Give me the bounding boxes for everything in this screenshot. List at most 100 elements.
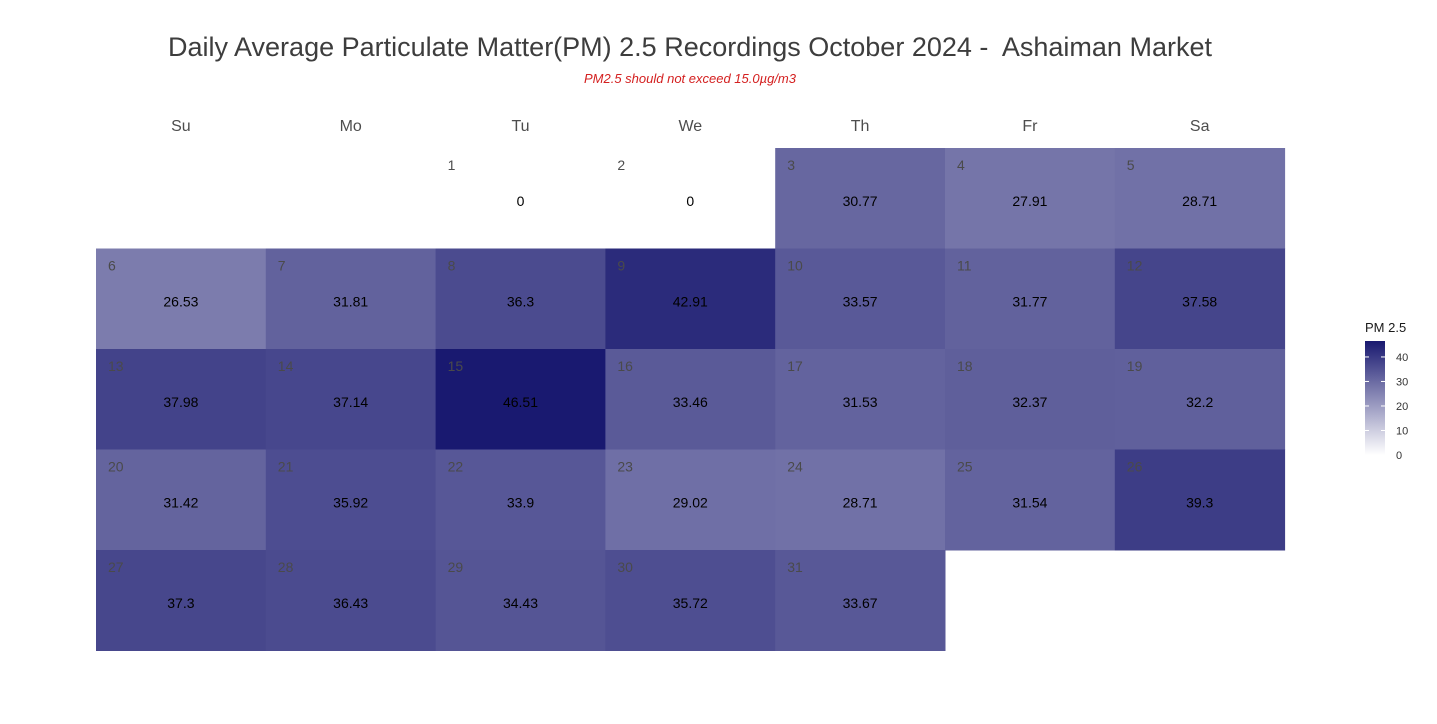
day-value: 46.51 — [503, 394, 538, 410]
day-value: 37.98 — [163, 394, 198, 410]
weekday-label-we: We — [678, 118, 702, 135]
day-value: 31.53 — [843, 394, 878, 410]
day-value: 39.3 — [1186, 495, 1213, 511]
day-cell-6: 626.53 — [96, 248, 267, 350]
day-tile — [775, 449, 946, 551]
day-tile — [265, 349, 437, 450]
day-value: 27.91 — [1012, 193, 1047, 209]
day-value: 29.02 — [673, 495, 708, 511]
weekday-label-th: Th — [851, 118, 870, 135]
day-cell-22: 22 33.9 — [435, 449, 606, 551]
day-value: 30.77 — [843, 193, 878, 209]
legend-tick-label: 30 — [1396, 376, 1408, 388]
day-cell-5: 528.71 — [1114, 148, 1286, 249]
day-tile — [945, 349, 1116, 450]
day-number: 11 — [957, 258, 972, 274]
day-cell-9: 942.91 — [605, 248, 776, 350]
day-number: 13 — [108, 358, 124, 374]
day-value: 33.46 — [673, 394, 708, 410]
day-number: 8 — [448, 258, 456, 274]
day-value: 37.58 — [1182, 294, 1217, 310]
day-cell-21: 21 35.92 — [265, 449, 437, 551]
day-tile — [1114, 449, 1286, 551]
day-tile — [605, 148, 776, 249]
weekday-labels: Su Mo Tu We Th Fr Sa — [171, 118, 1209, 135]
day-number: 9 — [617, 258, 625, 274]
weekday-label-mo: Mo — [340, 118, 362, 135]
day-tile — [945, 248, 1116, 350]
day-number: 23 — [617, 459, 633, 475]
day-value: 34.43 — [503, 595, 538, 611]
day-value: 33.9 — [507, 495, 534, 511]
day-value: 28.71 — [843, 495, 878, 511]
day-number: 18 — [957, 358, 973, 374]
day-number: 17 — [787, 358, 803, 374]
day-number: 28 — [278, 559, 294, 575]
day-number: 22 — [448, 459, 464, 475]
day-cell-26: 26 39.3 — [1114, 449, 1286, 551]
day-cell-1: 10 — [435, 148, 606, 249]
day-tile — [96, 248, 267, 350]
chart-title: Daily Average Particulate Matter(PM) 2.5… — [168, 32, 1212, 62]
day-tile — [96, 550, 267, 651]
day-tile — [265, 449, 437, 551]
day-value: 32.2 — [1186, 394, 1213, 410]
day-value: 33.67 — [843, 595, 878, 611]
day-tile — [775, 248, 946, 350]
day-value: 37.14 — [333, 394, 368, 410]
day-value: 35.72 — [673, 595, 708, 611]
day-value: 31.77 — [1012, 294, 1047, 310]
day-tile — [605, 449, 776, 551]
legend-tick-label: 40 — [1396, 352, 1408, 364]
day-value: 28.71 — [1182, 193, 1217, 209]
day-cell-29: 29 34.43 — [435, 550, 606, 651]
day-number: 20 — [108, 459, 124, 475]
day-value: 32.37 — [1012, 394, 1047, 410]
day-tile — [1114, 349, 1286, 450]
day-number: 24 — [787, 459, 803, 475]
day-cell-14: 14 37.14 — [265, 349, 437, 450]
day-number: 25 — [957, 459, 973, 475]
day-tile — [435, 550, 606, 651]
day-number: 7 — [278, 258, 286, 274]
day-tile — [96, 449, 267, 551]
day-cell-10: 10 33.57 — [775, 248, 946, 350]
day-cell-30: 30 35.72 — [605, 550, 776, 651]
day-cell-20: 20 31.42 — [96, 449, 267, 551]
day-number: 15 — [448, 358, 464, 374]
day-cell-28: 28 36.43 — [265, 550, 437, 651]
day-number: 12 — [1127, 258, 1143, 274]
day-value: 36.43 — [333, 595, 368, 611]
day-number: 6 — [108, 258, 116, 274]
chart-subtitle: PM2.5 should not exceed 15.0µg/m3 — [583, 71, 796, 86]
day-number: 19 — [1127, 358, 1143, 374]
day-tile — [945, 449, 1116, 551]
day-cell-31: 31 33.67 — [775, 550, 946, 651]
day-cells: 1020330.77427.91528.71626.53731.81836.39… — [96, 148, 1286, 651]
day-cell-15: 15 46.51 — [435, 349, 606, 450]
day-tile — [265, 550, 437, 651]
day-tile — [605, 248, 776, 350]
day-value: 37.3 — [167, 595, 194, 611]
day-cell-3: 330.77 — [775, 148, 946, 249]
day-number: 16 — [617, 358, 633, 374]
day-value: 33.57 — [843, 294, 878, 310]
day-number: 3 — [787, 157, 795, 173]
day-number: 21 — [278, 459, 294, 475]
day-cell-24: 24 28.71 — [775, 449, 946, 551]
day-cell-12: 12 37.58 — [1114, 248, 1286, 350]
legend-title: PM 2.5 — [1365, 320, 1407, 335]
day-value: 42.91 — [673, 294, 708, 310]
day-cell-11: 11 31.77 — [945, 248, 1116, 350]
day-cell-7: 731.81 — [265, 248, 437, 350]
legend-tick-label: 10 — [1396, 425, 1408, 437]
day-cell-25: 25 31.54 — [945, 449, 1116, 551]
day-cell-16: 16 33.46 — [605, 349, 776, 450]
day-tile — [605, 349, 776, 450]
day-value: 31.42 — [163, 495, 198, 511]
day-tile — [775, 349, 946, 450]
day-cell-13: 13 37.98 — [96, 349, 267, 450]
day-tile — [605, 550, 776, 651]
day-cell-2: 20 — [605, 148, 776, 249]
